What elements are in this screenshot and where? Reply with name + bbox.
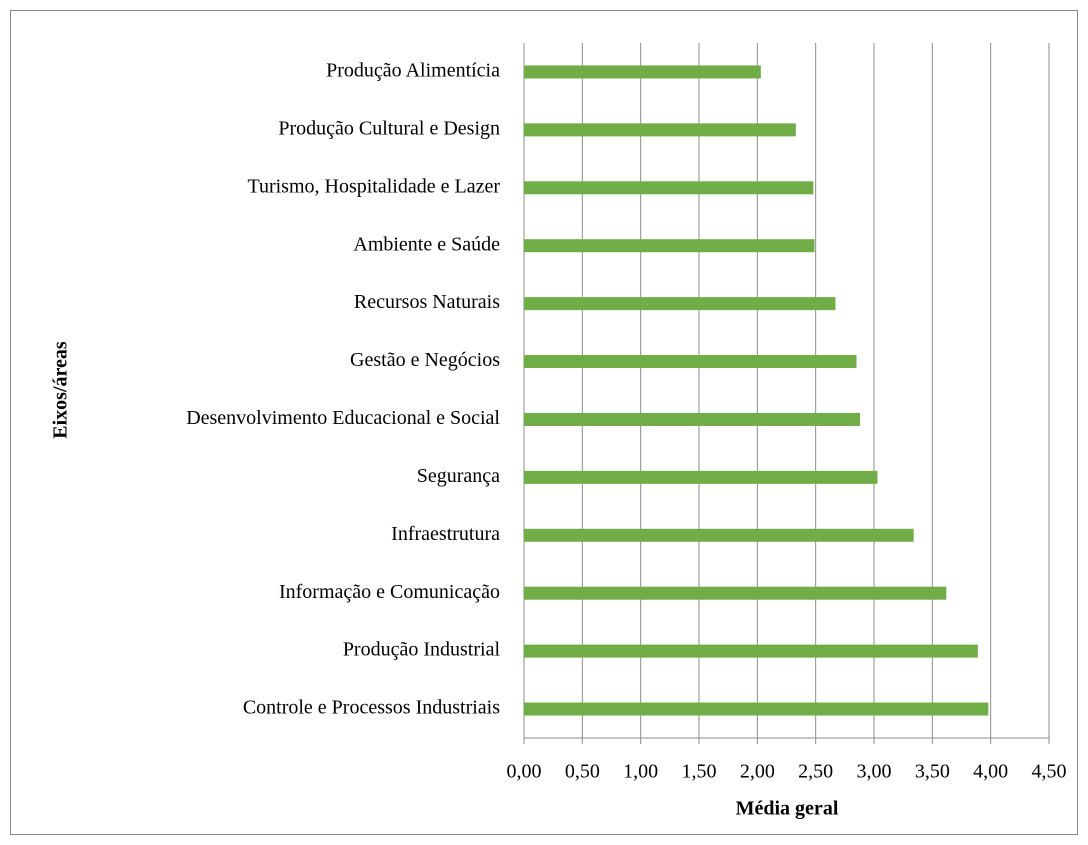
- y-axis-title: Eixos/áreas: [50, 341, 72, 439]
- bar: [524, 355, 857, 369]
- x-tick-label: 1,00: [623, 761, 658, 783]
- bar: [524, 123, 796, 137]
- x-tick-label: 2,50: [798, 761, 833, 783]
- bar: [524, 412, 860, 426]
- x-tick-label: 3,00: [857, 761, 892, 783]
- y-tick-label: Segurança: [417, 465, 500, 487]
- bar: [524, 181, 814, 195]
- y-tick-label: Controle e Processos Industriais: [243, 697, 500, 719]
- y-tick-label: Infraestrutura: [391, 523, 500, 545]
- bar: [524, 702, 989, 716]
- x-axis-title: Média geral: [736, 798, 839, 820]
- y-tick-label: Produção Industrial: [343, 639, 501, 661]
- x-tick-label: 1,50: [682, 761, 717, 783]
- x-tick-label: 2,00: [740, 761, 775, 783]
- y-tick-label: Informação e Comunicação: [279, 581, 500, 603]
- y-tick-label: Produção Cultural e Design: [278, 117, 500, 139]
- bar: [524, 644, 978, 658]
- x-tick-label: 3,50: [915, 761, 950, 783]
- x-tick-label: 0,00: [507, 761, 542, 783]
- bar: [524, 470, 878, 484]
- y-tick-label: Produção Alimentícia: [326, 60, 500, 82]
- y-tick-label: Turismo, Hospitalidade e Lazer: [247, 175, 500, 197]
- y-tick-label: Gestão e Negócios: [350, 349, 500, 371]
- x-tick-label: 4,00: [973, 761, 1008, 783]
- y-tick-label: Ambiente e Saúde: [353, 233, 500, 255]
- bar: [524, 528, 914, 542]
- bar: [524, 586, 947, 600]
- y-tick-label: Desenvolvimento Educacional e Social: [186, 407, 500, 429]
- bar: [524, 65, 761, 79]
- x-tick-label: 0,50: [565, 761, 600, 783]
- y-tick-label: Recursos Naturais: [354, 291, 500, 313]
- bar: [524, 239, 815, 253]
- bar: [524, 297, 836, 311]
- x-tick-label: 4,50: [1032, 761, 1067, 783]
